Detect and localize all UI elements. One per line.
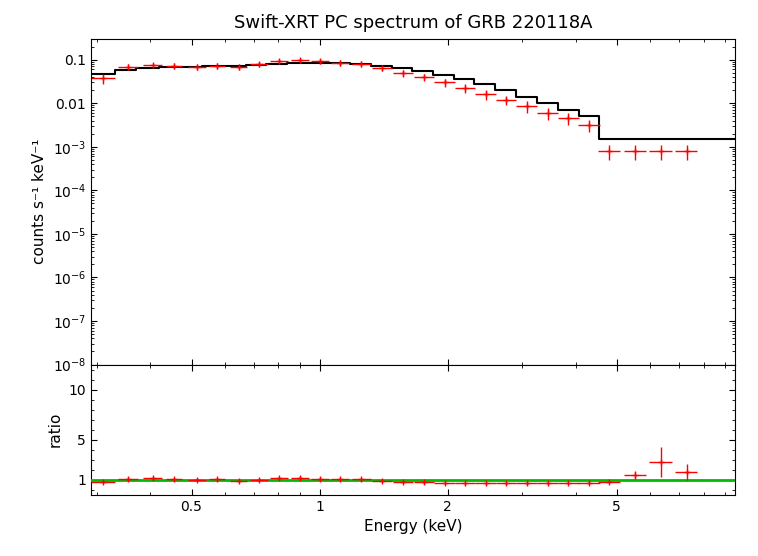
Y-axis label: ratio: ratio (48, 412, 63, 448)
Title: Swift-XRT PC spectrum of GRB 220118A: Swift-XRT PC spectrum of GRB 220118A (234, 14, 592, 32)
X-axis label: Energy (keV): Energy (keV) (364, 519, 462, 534)
Y-axis label: counts s⁻¹ keV⁻¹: counts s⁻¹ keV⁻¹ (32, 139, 47, 265)
